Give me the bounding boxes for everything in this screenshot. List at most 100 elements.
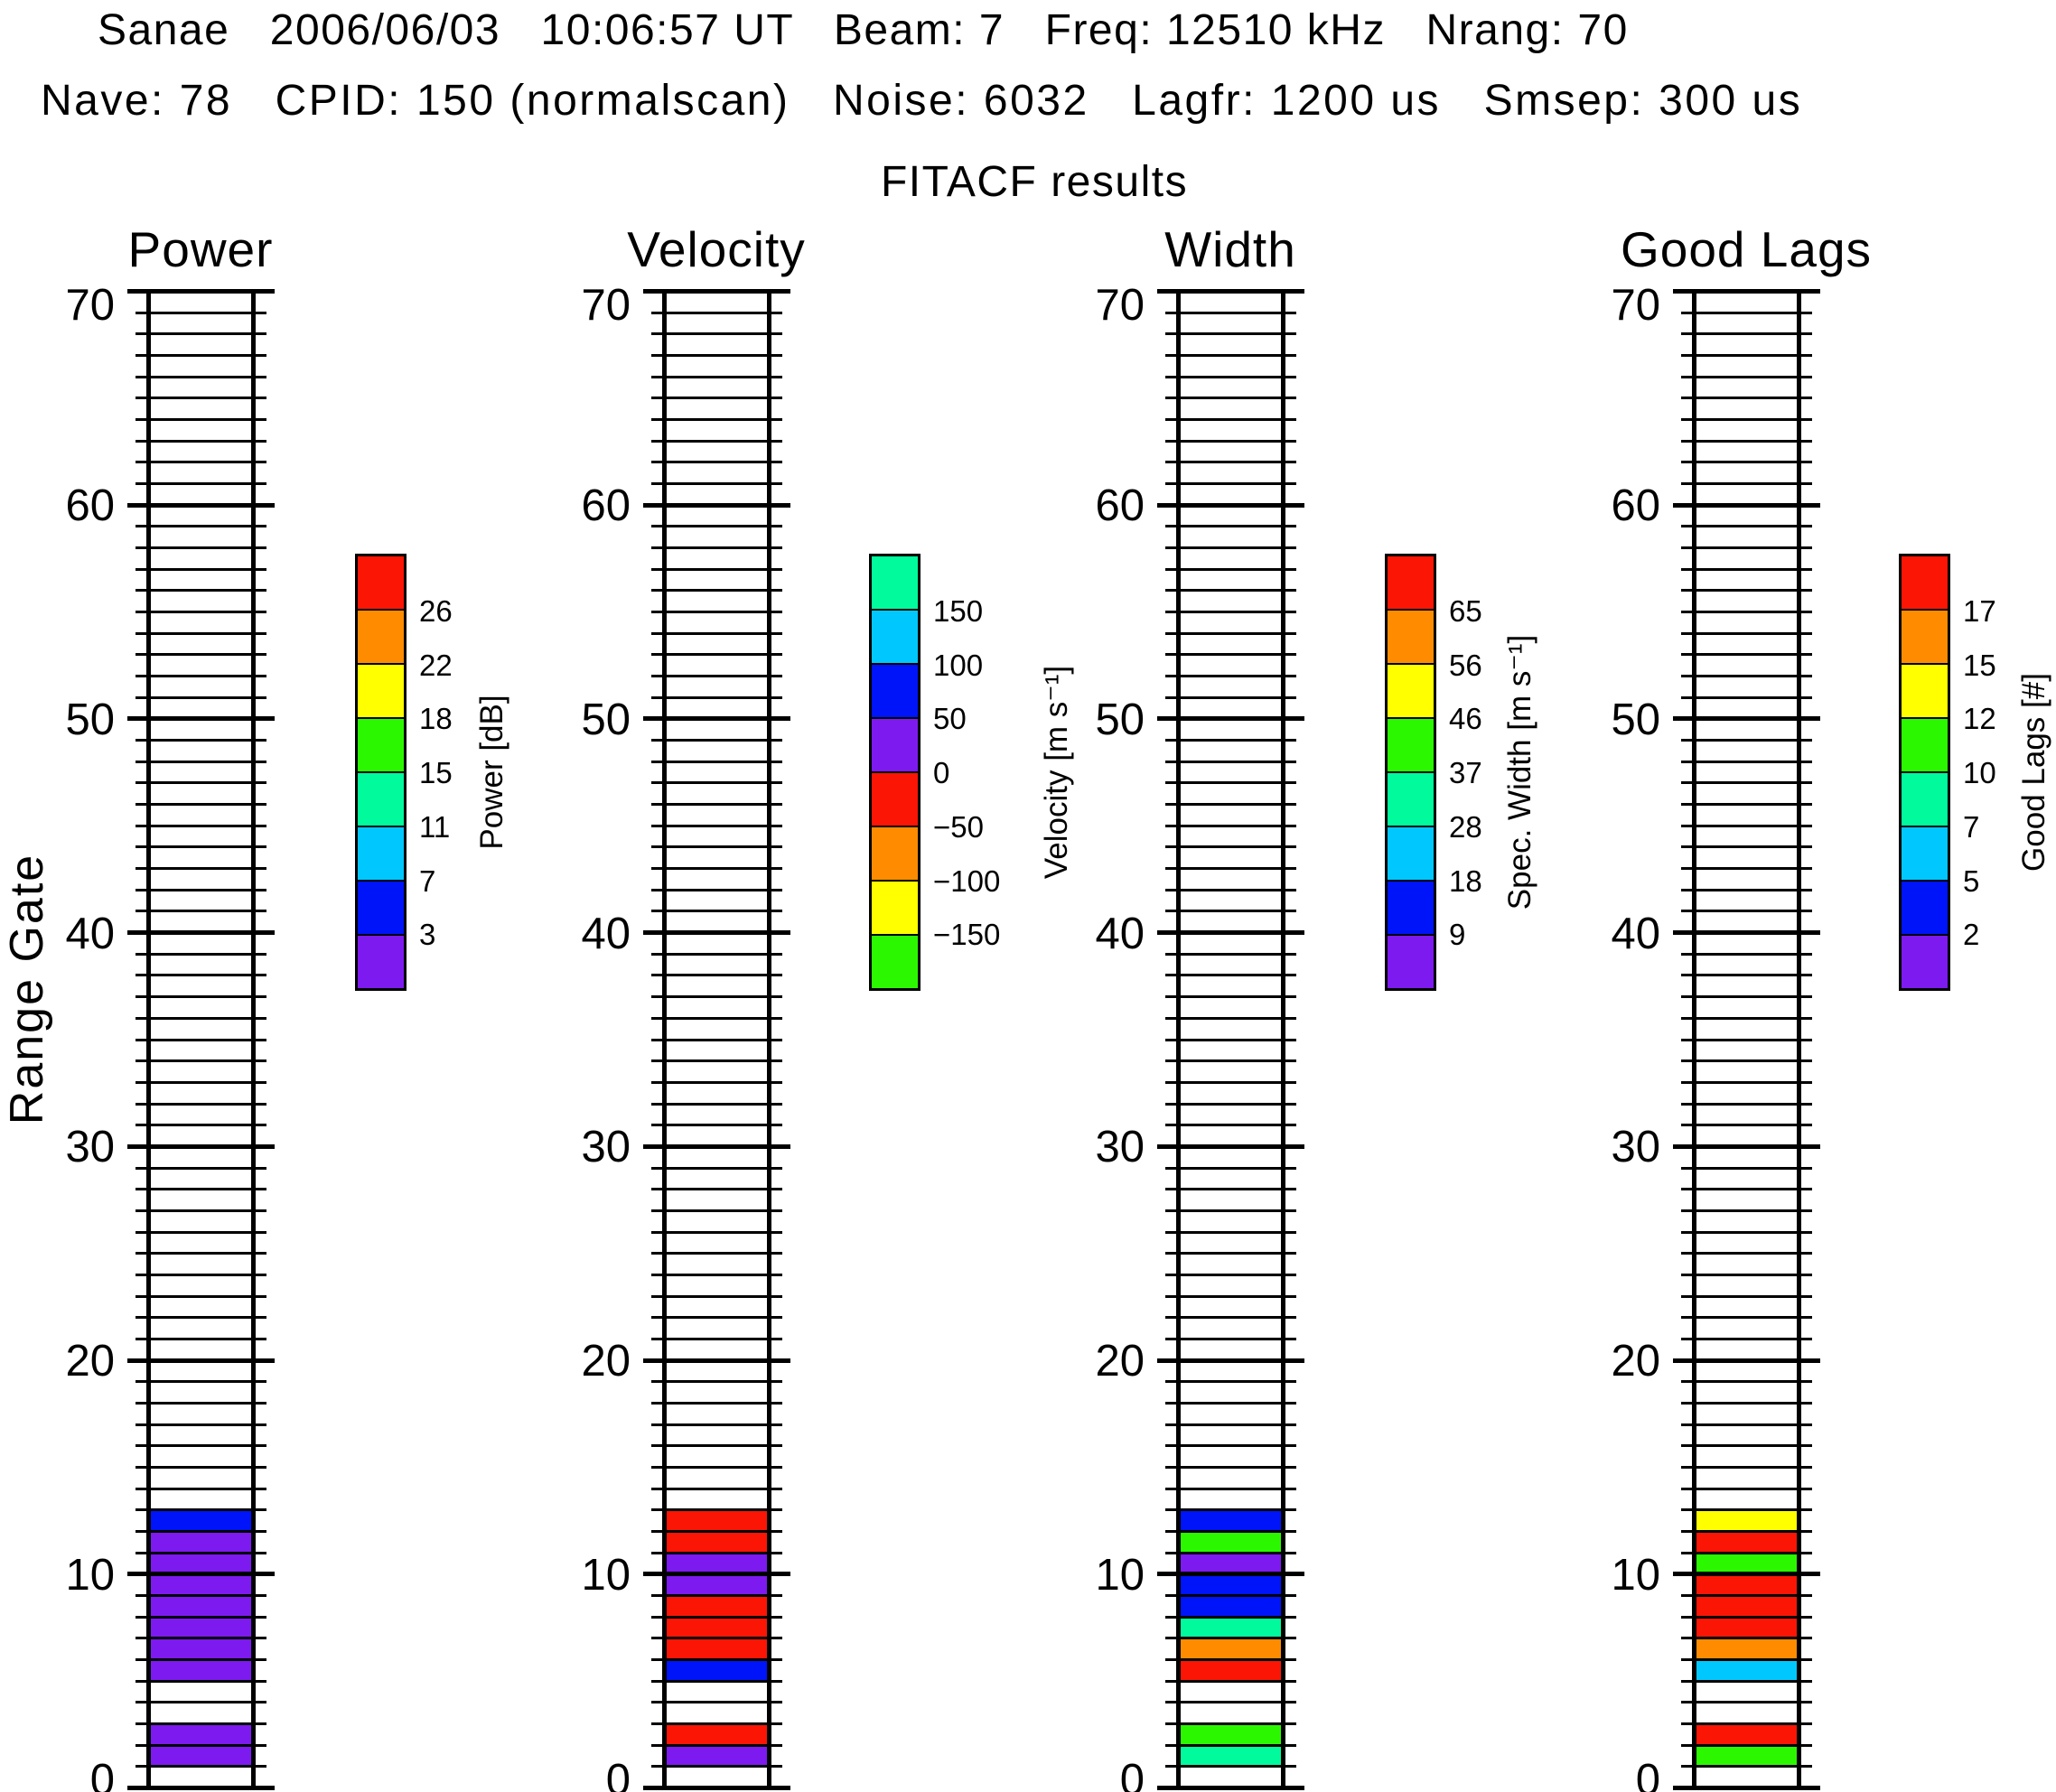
gate-tick-right [251,695,266,699]
gate-tick-right [251,1230,266,1234]
gate-tick-left [136,952,151,956]
gate-tick-left [1681,631,1696,635]
gate-line [151,631,251,635]
gate-tick-right [767,867,782,871]
gate-tick-left [136,1401,151,1405]
gate-tick-right [1797,1188,1812,1191]
gate-line [151,867,251,871]
colorbar-tick-label: 9 [1449,918,1466,952]
y-tick-label-50: 50 [1611,695,1660,744]
gate-tick-left [1165,1701,1181,1704]
gate-tick-left [1165,1038,1181,1041]
colorbar-segment-orange [1902,609,1948,663]
gate-tick-right [251,1743,266,1747]
gate-line [151,1487,251,1490]
gate-tick-right [767,888,782,891]
gate-tick-right [767,611,782,614]
gate-line [151,1252,251,1255]
range-gate-cell-11 [666,1531,768,1554]
gate-tick-left [136,1188,151,1191]
gate-tick-left [1165,1401,1181,1405]
gate-tick-left [136,1166,151,1170]
gate-tick-right [251,311,266,314]
y-tick-label-10: 10 [1611,1550,1660,1600]
gate-tick-right [251,1657,266,1661]
colorbar-segment-red [358,556,404,609]
gate-line [667,995,767,999]
gate-line [151,1743,251,1747]
gate-tick-left [1681,589,1696,593]
gate-line [667,611,767,614]
gate-tick-right [1797,397,1812,400]
gate-tick-left [651,1743,667,1747]
ladder-left-rail [662,289,667,1790]
gate-tick-left [1165,311,1181,314]
gate-tick-right [1797,1765,1812,1769]
gate-line [1696,995,1797,999]
gate-tick-right [767,1701,782,1704]
gate-tick-right [251,1188,266,1191]
gate-line [1696,1080,1797,1084]
gate-line [1696,1273,1797,1276]
ladder-right-rail [251,289,256,1790]
gate-tick-left [1165,1166,1181,1170]
range-gate-cell-10 [1180,1553,1282,1574]
gate-line [151,546,251,550]
gate-line [1696,482,1797,486]
range-gate-cell-2 [1180,1723,1282,1746]
gate-line [151,1529,251,1533]
y-tick-label-40: 40 [65,909,115,958]
gate-line [1181,1080,1281,1084]
gate-line [1696,974,1797,977]
gate-tick-right [251,1487,266,1490]
colorbar-tick-label: 100 [933,648,984,682]
gate-line [151,1209,251,1212]
gate-tick-left [136,1230,151,1234]
gate-tick-left [1681,1637,1696,1640]
gate-line [151,1593,251,1597]
gate-tick-right [767,1188,782,1191]
gate-tick-left [1681,1529,1696,1533]
gate-line [1696,397,1797,400]
gate-line [151,888,251,891]
gate-line [1696,567,1797,571]
y-tick-label-30: 30 [65,1123,115,1172]
gate-major-tick-20 [127,1358,275,1363]
gate-line [1696,888,1797,891]
colorbar-segment-mint [872,556,918,609]
gate-line [1696,653,1797,657]
gate-tick-right [767,1465,782,1469]
gate-line [667,482,767,486]
gate-tick-right [767,589,782,593]
gate-line [1696,1701,1797,1704]
gate-tick-left [651,418,667,422]
gate-tick-left [651,1188,667,1191]
gate-tick-left [1165,1679,1181,1683]
gate-tick-right [1281,1188,1296,1191]
gate-tick-right [1281,418,1296,422]
gate-tick-right [251,1124,266,1127]
gate-tick-left [651,1102,667,1106]
gate-line [151,567,251,571]
gate-line [1181,952,1281,956]
range-gate-cell-8 [1180,1595,1282,1618]
gate-tick-left [136,760,151,763]
gate-tick-right [1281,1038,1296,1041]
colorbar-tick-label: 28 [1449,809,1482,844]
gate-tick-left [1681,611,1696,614]
y-tick-label-30: 30 [1611,1123,1660,1172]
gate-line [151,910,251,913]
gate-major-tick-40 [127,930,275,936]
gate-line [1696,952,1797,956]
gate-tick-right [767,375,782,378]
gate-tick-right [1281,888,1296,891]
gate-tick-left [136,1252,151,1255]
gate-tick-left [651,482,667,486]
gate-tick-right [1281,461,1296,464]
panel-title-power: Power [127,221,274,277]
gate-line [667,803,767,807]
gate-line [1696,1615,1797,1619]
gate-tick-right [251,354,266,357]
y-tick-label-60: 60 [1611,481,1660,531]
gate-tick-left [1165,739,1181,742]
